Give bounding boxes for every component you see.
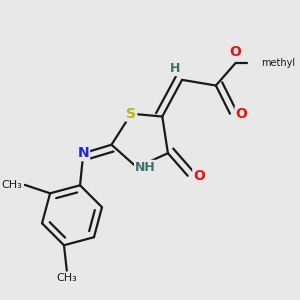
Text: CH₃: CH₃ [56, 273, 77, 284]
Text: S: S [126, 107, 136, 121]
Text: NH: NH [135, 161, 156, 174]
Text: O: O [230, 45, 242, 59]
Text: H: H [170, 62, 180, 75]
Text: O: O [193, 169, 205, 183]
Text: CH₃: CH₃ [1, 180, 22, 190]
Text: N: N [77, 146, 89, 160]
Text: O: O [236, 107, 247, 121]
Text: methyl: methyl [261, 58, 295, 68]
